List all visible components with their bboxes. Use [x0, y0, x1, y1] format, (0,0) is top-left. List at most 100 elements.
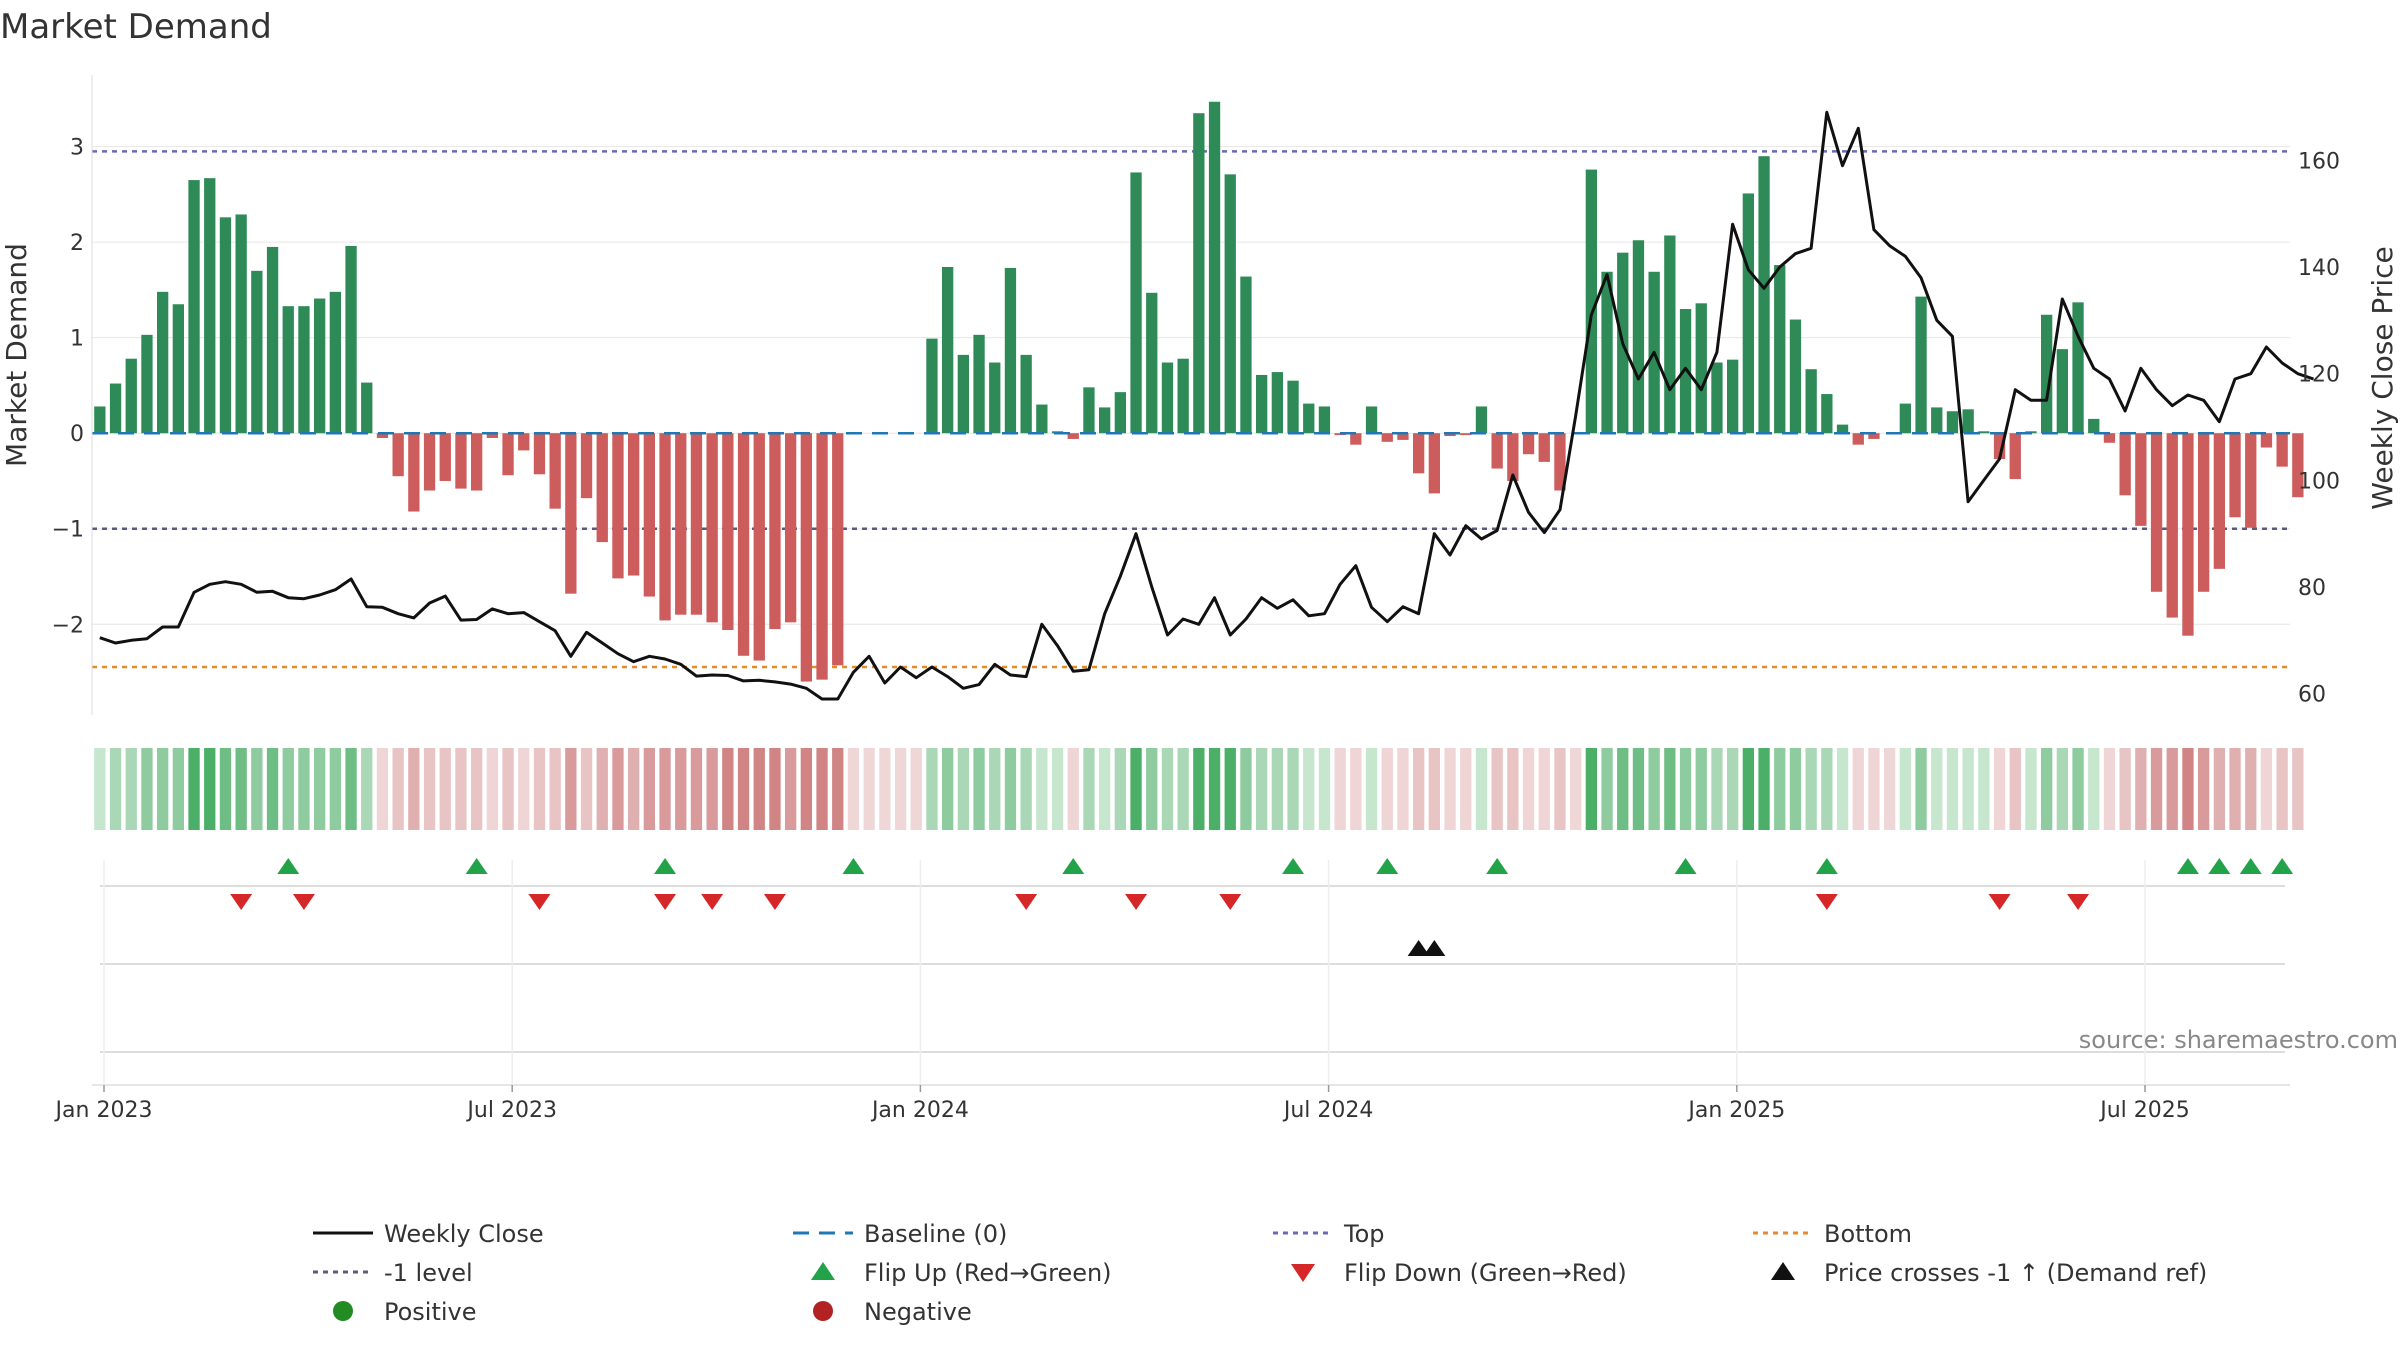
demand-bar: [455, 433, 467, 489]
flip-down-marker: [230, 894, 253, 910]
heat-cell: [769, 748, 781, 830]
heat-cell: [784, 748, 797, 830]
heat-cell: [1993, 748, 2006, 830]
demand-bar: [2197, 433, 2210, 592]
chart-title: Market Demand: [0, 7, 272, 47]
heat-cell: [2119, 748, 2131, 830]
y-right-tick-label: 120: [2298, 363, 2340, 388]
heat-cell: [737, 748, 750, 830]
heat-cell: [816, 748, 828, 830]
demand-bar: [298, 306, 310, 434]
price-cross-marker: [1423, 940, 1446, 956]
demand-bars: [92, 101, 2304, 682]
heat-cell: [470, 748, 483, 830]
heat-cell: [533, 748, 546, 830]
demand-bar: [957, 354, 970, 434]
demand-bar: [2040, 314, 2053, 434]
demand-bar: [2088, 418, 2100, 434]
demand-bar: [973, 334, 985, 434]
heat-cell: [627, 748, 640, 830]
heat-cell: [109, 748, 122, 830]
heat-cell: [1664, 748, 1676, 830]
demand-bar: [753, 433, 765, 661]
heat-cell: [1632, 748, 1645, 830]
demand-bar: [1208, 101, 1221, 434]
heat-cell: [2213, 748, 2226, 830]
y-right-tick-label: 100: [2298, 469, 2340, 494]
heat-cell: [800, 748, 813, 830]
heat-cell: [596, 748, 608, 830]
demand-bar: [1664, 235, 1676, 434]
demand-bar: [188, 180, 200, 434]
demand-bar: [1381, 433, 1393, 442]
legend-item-positive: Positive: [333, 1298, 477, 1326]
demand-bar: [1742, 193, 1755, 434]
demand-bar: [1350, 433, 1362, 445]
heat-cell: [1726, 748, 1739, 830]
heat-cell: [1695, 748, 1707, 830]
heat-cell: [659, 748, 671, 830]
heat-cell: [894, 748, 907, 830]
axes: 3 2 1 0 −1 −2 160 140 120 100 80 60: [52, 75, 2340, 715]
flip-up-marker: [1674, 858, 1697, 874]
demand-bar: [1460, 433, 1472, 436]
demand-bar: [408, 433, 420, 512]
demand-bar: [800, 433, 813, 682]
demand-bar: [941, 267, 954, 434]
heat-cell: [1679, 748, 1692, 830]
heat-cell: [643, 748, 656, 830]
heat-cell: [1240, 748, 1252, 830]
heat-cell: [926, 748, 938, 830]
heat-cell: [2182, 748, 2194, 830]
demand-bar: [141, 334, 153, 434]
flip-down-marker: [1988, 894, 2011, 910]
demand-bar: [1146, 292, 1158, 434]
heat-cell: [1805, 748, 1817, 830]
heat-cell: [549, 748, 561, 830]
y-right-tick-label: 60: [2298, 683, 2326, 708]
demand-bar: [361, 382, 373, 434]
heat-cell: [675, 748, 687, 830]
y-right-tick-label: 140: [2298, 256, 2340, 281]
heat-cell: [1522, 748, 1535, 830]
demand-bar: [1585, 169, 1598, 434]
flip-up-marker: [654, 858, 677, 874]
flip-down-marker: [654, 894, 677, 910]
heat-cell: [1585, 748, 1598, 830]
demand-bar: [989, 362, 1001, 434]
demand-bar: [1554, 433, 1566, 491]
heat-cell: [1130, 748, 1142, 830]
legend-item-flip-up: Flip Up (Red→Green): [811, 1259, 1112, 1287]
demand-bar: [1774, 265, 1786, 434]
demand-bar: [1177, 358, 1189, 434]
demand-heat-strip: [94, 748, 2304, 830]
heat-cell: [1036, 748, 1048, 830]
heat-cell: [706, 748, 718, 830]
heat-cell: [1836, 748, 1849, 830]
demand-bar: [549, 433, 561, 509]
x-tick-label: Jan 2024: [870, 1098, 969, 1123]
demand-bar: [282, 306, 294, 434]
heat-cell: [1711, 748, 1723, 830]
demand-bar: [94, 406, 106, 434]
heat-cell: [2025, 748, 2037, 830]
heat-cell: [455, 748, 467, 830]
legend-label-baseline: Baseline (0): [864, 1220, 1007, 1248]
heat-cell: [1931, 748, 1943, 830]
demand-bar: [423, 433, 436, 491]
heat-cell: [879, 748, 891, 830]
heat-cell: [989, 748, 1001, 830]
heat-cell: [1962, 748, 1974, 830]
demand-bar: [1020, 354, 1032, 434]
demand-bar: [2150, 433, 2163, 592]
x-tick-label: Jul 2023: [465, 1098, 557, 1123]
demand-bar: [1836, 424, 1849, 434]
heat-cell: [1051, 748, 1064, 830]
legend-label-positive: Positive: [384, 1298, 477, 1326]
flip-up-marker: [1282, 858, 1305, 874]
demand-bar: [769, 433, 781, 630]
heat-cell: [1334, 748, 1346, 830]
demand-bar: [518, 433, 530, 451]
demand-bar: [2276, 433, 2288, 467]
demand-bar: [1915, 296, 1927, 434]
